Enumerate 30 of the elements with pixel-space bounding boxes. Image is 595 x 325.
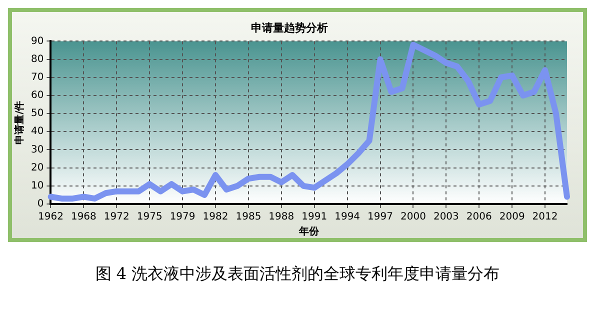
x-tick-label: 1972 (104, 212, 130, 223)
x-tick-label: 2003 (433, 212, 459, 223)
x-axis-title: 年份 (298, 226, 320, 238)
y-axis-title: 申请量/件 (14, 100, 26, 144)
y-tick-label: 90 (30, 36, 44, 47)
x-tick-label: 1991 (302, 212, 328, 223)
y-tick-label: 20 (30, 162, 44, 174)
y-tick-label: 0 (37, 198, 44, 210)
x-tick-label: 2000 (400, 212, 426, 223)
y-tick-label: 60 (30, 90, 44, 102)
x-tick-label: 1968 (70, 212, 96, 223)
x-tick-label: 1979 (170, 212, 196, 223)
y-tick-label: 50 (30, 108, 44, 120)
chart-title: 申请量趋势分析 (251, 21, 328, 34)
x-tick-label: 1994 (334, 212, 360, 223)
y-tick-label: 80 (30, 54, 44, 65)
x-tick-label: 2009 (499, 212, 525, 223)
x-tick-label: 1985 (236, 212, 262, 223)
y-tick-label: 10 (30, 180, 44, 192)
x-tick-label: 1962 (38, 212, 64, 223)
x-tick-label: 1988 (268, 212, 294, 223)
x-tick-label: 2012 (532, 212, 558, 223)
y-tick-label: 70 (30, 72, 44, 83)
x-tick-label: 1997 (368, 212, 393, 223)
x-tick-label: 2006 (466, 212, 492, 223)
x-tick-label: 1982 (202, 212, 228, 223)
y-tick-label: 40 (30, 126, 44, 138)
caption: 图 4 洗衣液中涉及表面活性剂的全球专利年度申请量分布 (94, 264, 501, 285)
x-tick-label: 1975 (136, 212, 162, 223)
y-tick-label: 30 (30, 144, 44, 156)
